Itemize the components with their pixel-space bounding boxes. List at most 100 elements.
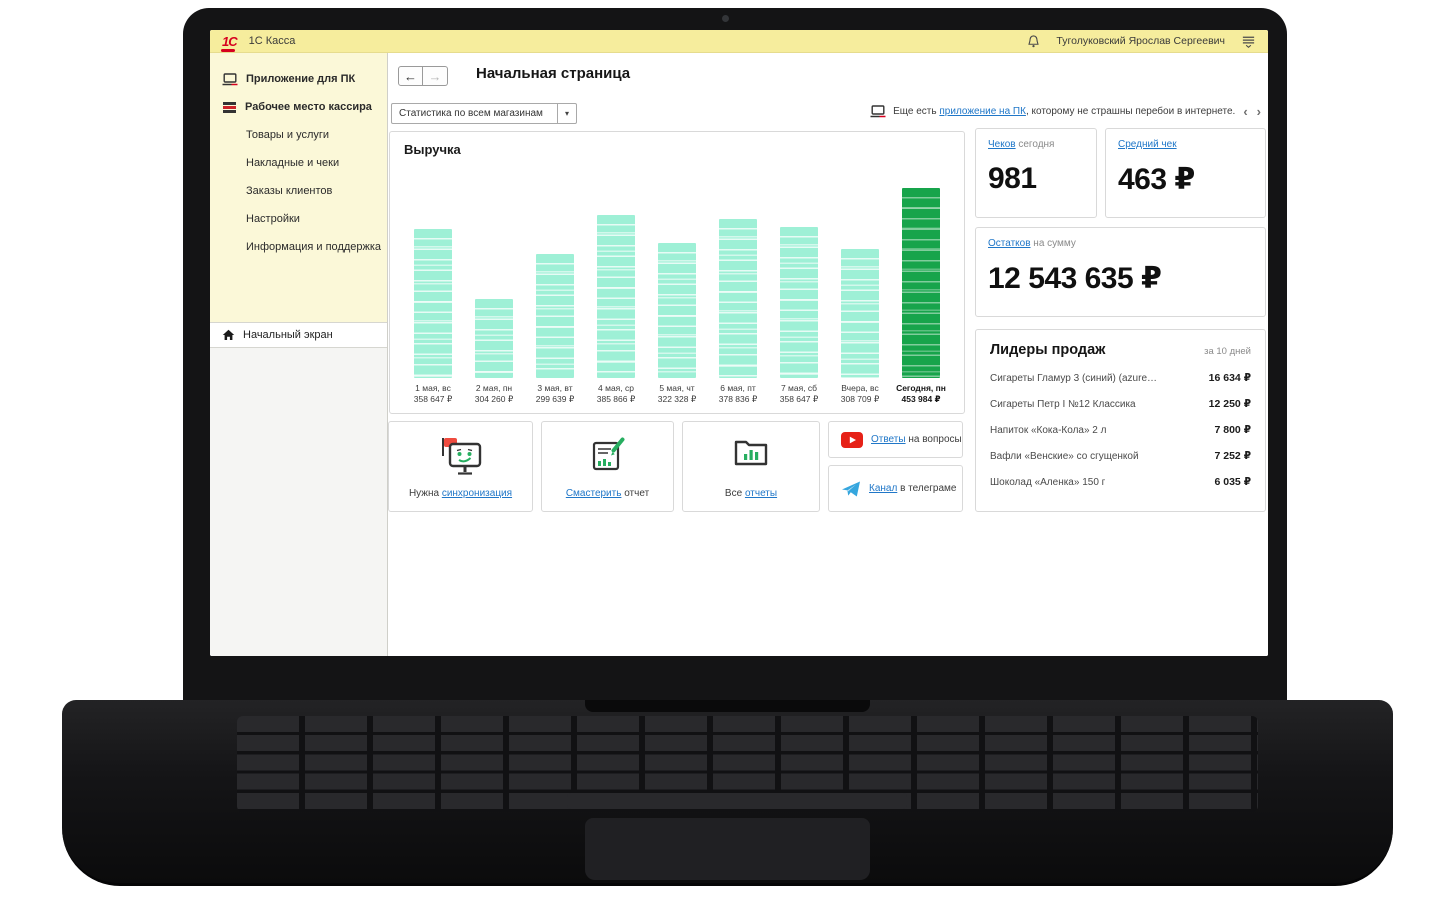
cash-register-icon [223,101,236,113]
revenue-bar-chart: 1 мая, вс 358 647 ₽ 2 мая, пн 304 260 ₽ 3 … [404,164,950,405]
main-content: ← → Начальная страница Статистика по все… [388,53,1268,656]
chart-bar-column[interactable]: 3 мая, вт 299 639 ₽ [526,253,584,405]
store-filter-select[interactable]: Статистика по всем магазинам ▾ [391,103,577,124]
average-check-value: 463 ₽ [1118,163,1195,196]
chart-bar-column[interactable]: 5 мая, чт 322 328 ₽ [648,242,706,405]
laptop-icon [222,72,238,85]
spacebar-key [567,793,907,809]
checks-today-card: Чеков сегодня 981 [975,128,1097,218]
chart-bar [536,253,574,378]
sidebar-item-label: Накладные и чеки [246,157,340,169]
chart-bar-column[interactable]: Сегодня, пн 453 984 ₽ [892,187,950,405]
qa-link[interactable]: Ответы [871,434,906,445]
telegram-channel-card[interactable]: Канал в телеграме [828,465,963,512]
qa-videos-card[interactable]: Ответы на вопросы [828,421,963,458]
all-reports-card[interactable]: Все отчеты [682,421,820,512]
banner-prev-icon[interactable]: ‹ [1243,104,1248,119]
pc-app-link[interactable]: приложение на ПК [939,106,1026,117]
sidebar-item-label: Настройки [246,213,300,225]
sidebar-item-goods-services[interactable]: Товары и услуги [210,121,387,149]
sales-leaders-card: Лидеры продаж за 10 дней Сигареты Гламур… [975,329,1266,512]
sidebar-item-label: Информация и поддержка [246,241,382,253]
sidebar-item-label: Рабочее место кассира [245,101,372,113]
chart-bar-column[interactable]: 4 мая, ср 385 866 ₽ [587,214,645,405]
sidebar-item-label: Заказы клиентов [246,185,333,197]
sidebar-item-label: Начальный экран [243,329,333,341]
sidebar-menu: Приложение для ПК Рабочее место кассира … [210,53,387,322]
sync-card[interactable]: Нужна синхронизация [388,421,533,512]
chart-title: Выручка [404,142,461,157]
chart-bar-column[interactable]: 2 мая, пн 304 260 ₽ [465,298,523,405]
back-button[interactable]: ← [398,66,423,86]
leader-row[interactable]: Сигареты Петр I №12 Классика 12 250 ₽ [990,398,1251,410]
sidebar-item-invoices-receipts[interactable]: Накладные и чеки [210,149,387,177]
telegram-icon [841,480,861,498]
chart-bar [475,298,513,378]
sidebar-item-home-screen[interactable]: Начальный экран [210,322,387,348]
sidebar-item-pc-app[interactable]: Приложение для ПК [210,65,387,93]
sync-link[interactable]: синхронизация [441,488,513,499]
page-title: Начальная страница [476,65,631,82]
chart-bar-column[interactable]: Вчера, вс 308 709 ₽ [831,248,889,405]
chart-bar-column[interactable]: 7 мая, сб 358 647 ₽ [770,226,828,405]
user-name[interactable]: Туголуковский Ярослав Сергеевич [1056,35,1225,47]
youtube-icon [841,431,863,448]
monitor-face-icon [389,436,532,478]
touchpad [585,818,870,880]
make-report-link[interactable]: Смастерить [565,488,622,499]
sidebar-item-label: Товары и услуги [246,129,330,141]
average-check-card: Средний чек 463 ₽ [1105,128,1266,218]
chart-bar [597,214,635,378]
laptop-base [62,700,1393,886]
hinge [585,700,870,712]
sidebar-item-settings[interactable]: Настройки [210,205,387,233]
average-check-link[interactable]: Средний чек [1118,139,1177,150]
chart-bar [414,228,452,378]
chart-bar-column[interactable]: 1 мая, вс 358 647 ₽ [404,228,462,405]
chart-bar [658,242,696,378]
home-icon [222,329,235,340]
titlebar: 1С 1С Касса Туголуковский Ярослав Сергее… [210,30,1268,53]
chart-bar [841,248,879,378]
sidebar: Приложение для ПК Рабочее место кассира … [210,53,388,656]
sidebar-item-cashier-workplace[interactable]: Рабочее место кассира [210,93,387,121]
laptop-icon [870,105,886,118]
revenue-chart-card: Выручка 1 мая, вс 358 647 ₽ 2 мая, пн 304 … [389,131,965,414]
chevron-down-icon[interactable]: ▾ [557,104,576,123]
telegram-link[interactable]: Канал [869,483,898,494]
chart-bar [902,187,940,378]
1c-logo: 1С [221,33,238,52]
sales-leaders-period: за 10 дней [1204,346,1251,357]
chart-bar [780,226,818,378]
chart-bar-column[interactable]: 6 мая, пт 378 836 ₽ [709,218,767,405]
app-title: 1С Касса [248,35,296,47]
forward-button[interactable]: → [423,66,448,86]
webcam-dot [722,15,729,22]
sales-leaders-title: Лидеры продаж [990,342,1106,358]
checks-value: 981 [988,162,1037,195]
checks-link[interactable]: Чеков [988,139,1016,150]
app-screen: 1С 1С Касса Туголуковский Ярослав Сергее… [210,30,1268,656]
sidebar-item-customer-orders[interactable]: Заказы клиентов [210,177,387,205]
leader-row[interactable]: Сигареты Гламур 3 (синий) (azure… 16 634 … [990,372,1251,384]
all-reports-link[interactable]: отчеты [744,488,778,499]
make-report-card[interactable]: Смастерить отчет [541,421,674,512]
stock-link[interactable]: Остатков [988,238,1031,249]
report-pencil-icon [542,436,673,476]
leader-row[interactable]: Вафли «Венские» со сгущенкой 7 252 ₽ [990,450,1251,462]
store-filter-value: Статистика по всем магазинам [399,108,543,119]
banner-next-icon[interactable]: › [1256,104,1261,119]
menu-icon[interactable] [1241,34,1256,49]
sidebar-item-label: Приложение для ПК [246,73,356,85]
stock-amount-card: Остатков на сумму 12 543 635 ₽ [975,227,1266,317]
sidebar-item-info-support[interactable]: Информация и поддержка [210,233,387,261]
banner-text: Еще есть приложение на ПК, которому не с… [893,106,1236,117]
pc-app-banner: Еще есть приложение на ПК, которому не с… [870,105,1262,118]
folder-chart-icon [683,436,819,468]
chart-bar [719,218,757,378]
notifications-bell-icon[interactable] [1027,34,1040,48]
stock-value: 12 543 635 ₽ [988,262,1162,295]
